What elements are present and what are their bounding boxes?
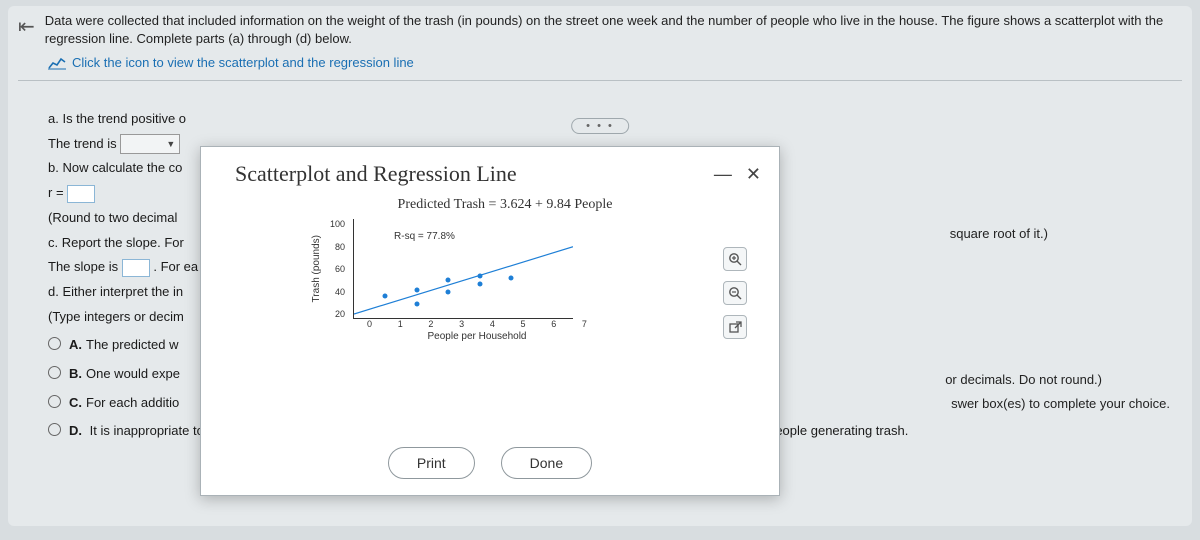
x-ticks: 0 1 2 3 4 5 6 7 — [367, 319, 587, 329]
zoom-in-icon[interactable] — [723, 247, 747, 271]
hint-sqrt: square root of it.) — [950, 226, 1048, 241]
data-point — [509, 276, 514, 281]
popout-icon[interactable] — [723, 315, 747, 339]
x-tick: 2 — [428, 319, 433, 329]
x-tick: 5 — [521, 319, 526, 329]
y-ticks: 100 80 60 40 20 — [328, 219, 347, 319]
scatterplot-modal: Scatterplot and Regression Line — ✕ Pred… — [200, 146, 780, 496]
option-c-radio[interactable] — [48, 395, 61, 408]
x-tick: 4 — [490, 319, 495, 329]
slope-input[interactable] — [122, 259, 150, 277]
slope-suffix: . For ea — [153, 259, 198, 274]
modal-title: Scatterplot and Regression Line — [235, 161, 517, 187]
x-tick: 3 — [459, 319, 464, 329]
intro-text: Data were collected that included inform… — [45, 12, 1182, 47]
option-d-letter: D. — [69, 423, 82, 438]
data-point — [446, 290, 451, 295]
data-point — [477, 274, 482, 279]
scatterplot: R-sq = 77.8% — [353, 219, 573, 319]
hint-swer: swer box(es) to complete your choice. — [951, 396, 1170, 411]
data-point — [477, 282, 482, 287]
y-tick: 40 — [330, 287, 345, 297]
x-tick: 6 — [551, 319, 556, 329]
zoom-out-icon[interactable] — [723, 281, 747, 305]
trend-select[interactable]: ▼ — [120, 134, 180, 154]
expand-pill[interactable]: • • • — [571, 118, 629, 134]
option-c-letter: C. — [69, 395, 82, 410]
trend-prefix: The trend is — [48, 136, 117, 151]
data-point — [414, 288, 419, 293]
divider — [18, 80, 1182, 81]
view-scatterplot-label: Click the icon to view the scatterplot a… — [72, 55, 414, 70]
view-scatterplot-link[interactable]: Click the icon to view the scatterplot a… — [48, 55, 1182, 70]
question-panel: ⇤ Data were collected that included info… — [8, 6, 1192, 526]
y-axis-label: Trash (pounds) — [311, 235, 322, 302]
line-chart-icon — [48, 56, 66, 70]
chart-tools — [723, 247, 747, 339]
option-a-text: The predicted w — [86, 337, 179, 352]
x-tick: 0 — [367, 319, 372, 329]
option-a-radio[interactable] — [48, 337, 61, 350]
slope-prefix: The slope is — [48, 259, 118, 274]
data-point — [383, 294, 388, 299]
option-a-letter: A. — [69, 337, 82, 352]
r-prefix: r = — [48, 185, 64, 200]
y-tick: 80 — [330, 242, 345, 252]
print-button[interactable]: Print — [388, 447, 475, 479]
close-icon[interactable]: ✕ — [746, 164, 761, 185]
regression-line — [354, 219, 573, 318]
minimize-icon[interactable]: — — [714, 164, 732, 185]
y-tick: 100 — [330, 219, 345, 229]
y-tick: 20 — [330, 309, 345, 319]
chevron-down-icon: ▼ — [166, 136, 175, 153]
option-d-radio[interactable] — [48, 423, 61, 436]
chart-equation: Predicted Trash = 3.624 + 9.84 People — [311, 197, 699, 213]
hint-dec: or decimals. Do not round.) — [945, 372, 1102, 387]
x-tick: 7 — [582, 319, 587, 329]
option-b-letter: B. — [69, 366, 82, 381]
option-b-text: One would expe — [86, 366, 180, 381]
x-tick: 1 — [398, 319, 403, 329]
data-point — [446, 278, 451, 283]
r-input[interactable] — [67, 185, 95, 203]
option-b-radio[interactable] — [48, 366, 61, 379]
data-point — [414, 302, 419, 307]
x-axis-label: People per Household — [367, 331, 587, 342]
collapse-left-icon[interactable]: ⇤ — [18, 12, 35, 39]
chart-area: Predicted Trash = 3.624 + 9.84 People Tr… — [311, 197, 699, 342]
y-tick: 60 — [330, 264, 345, 274]
rsq-label: R-sq = 77.8% — [394, 231, 455, 242]
done-button[interactable]: Done — [501, 447, 592, 479]
option-c-text: For each additio — [86, 395, 179, 410]
